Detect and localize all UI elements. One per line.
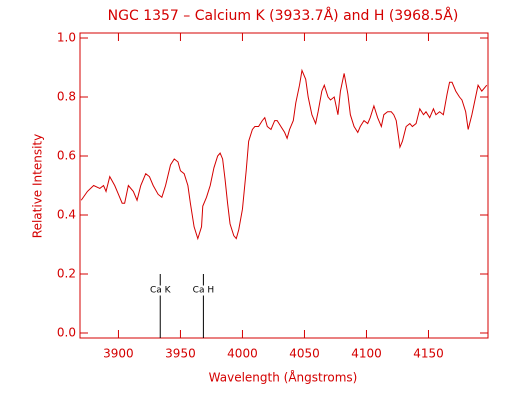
chart-title: NGC 1357 – Calcium K (3933.7Å) and H (39… (108, 7, 459, 24)
x-axis-label: Wavelength (Ångstroms) (209, 370, 358, 385)
x-tick-label: 3900 (103, 347, 134, 361)
y-tick-label: 0.6 (57, 149, 76, 163)
plot-frame (79, 32, 489, 339)
x-tick-label: 3950 (165, 347, 196, 361)
y-tick-label: 0.8 (57, 90, 76, 104)
annotation-label: Ca K (150, 285, 172, 295)
x-tick-label: 4050 (289, 347, 320, 361)
y-tick-label: 1.0 (57, 31, 76, 45)
y-tick-label: 0.0 (57, 325, 76, 339)
annotation-label-bg (159, 285, 162, 296)
x-tick-label: 4100 (351, 347, 382, 361)
annotation-label: Ca H (193, 285, 214, 295)
spectrum-line (80, 68, 488, 241)
y-axis-label: Relative Intensity (31, 134, 45, 238)
y-tick-label: 0.2 (57, 266, 76, 280)
y-tick-label: 0.4 (57, 207, 76, 221)
x-tick-label: 4000 (227, 347, 258, 361)
x-tick-label: 4150 (413, 347, 444, 361)
annotation-label-bg (202, 285, 205, 296)
